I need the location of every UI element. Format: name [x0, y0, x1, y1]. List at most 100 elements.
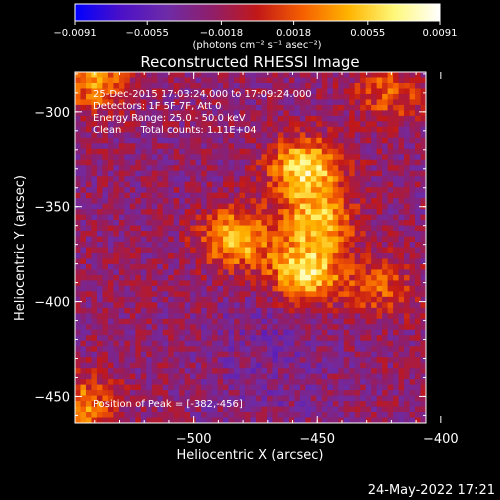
heatmap-cell	[85, 154, 92, 161]
heatmap-cell	[162, 181, 169, 188]
heatmap-cell	[349, 247, 356, 254]
heatmap-cell	[310, 318, 317, 325]
heatmap-cell	[305, 263, 312, 270]
heatmap-cell	[80, 82, 87, 89]
heatmap-cell	[415, 77, 421, 84]
heatmap-cell	[151, 181, 158, 188]
heatmap-cell	[332, 346, 339, 353]
heatmap-cell	[91, 225, 98, 232]
heatmap-cell	[135, 121, 142, 128]
heatmap-cell	[201, 220, 208, 226]
heatmap-cell	[118, 99, 125, 106]
heatmap-cell	[223, 269, 229, 276]
heatmap-cell	[371, 406, 378, 413]
heatmap-cell	[151, 318, 158, 325]
heatmap-cell	[382, 313, 389, 320]
heatmap-cell	[124, 258, 131, 265]
heatmap-cell	[129, 351, 136, 358]
heatmap-cell	[420, 176, 426, 183]
heatmap-cell	[343, 302, 350, 309]
heatmap-cell	[387, 379, 394, 386]
heatmap-cell	[349, 280, 356, 287]
heatmap-cell	[404, 274, 410, 281]
heatmap-cell	[266, 247, 273, 254]
heatmap-cell	[140, 340, 147, 347]
heatmap-cell	[360, 77, 367, 84]
heatmap-cell	[376, 126, 383, 133]
heatmap-cell	[190, 296, 197, 303]
heatmap-cell	[316, 143, 323, 150]
heatmap-cell	[371, 242, 378, 248]
heatmap-cell	[294, 159, 301, 166]
heatmap-cell	[255, 274, 262, 281]
heatmap-cell	[91, 247, 98, 254]
heatmap-cell	[190, 302, 197, 309]
heatmap-cell	[305, 291, 312, 298]
heatmap-cell	[217, 384, 224, 391]
heatmap-cell	[261, 247, 268, 254]
heatmap-cell	[146, 176, 153, 183]
heatmap-cell	[75, 115, 81, 122]
heatmap-cell	[360, 198, 367, 205]
heatmap-cell	[190, 104, 197, 111]
heatmap-cell	[332, 154, 339, 161]
heatmap-cell	[190, 170, 197, 177]
heatmap-cell	[212, 242, 218, 248]
heatmap-cell	[140, 357, 147, 364]
heatmap-cell	[118, 285, 125, 292]
heatmap-cell	[250, 121, 257, 128]
heatmap-cell	[255, 252, 262, 259]
heatmap-cell	[365, 82, 372, 89]
heatmap-cell	[321, 88, 328, 95]
heatmap-cell	[146, 291, 153, 298]
heatmap-cell	[146, 82, 153, 89]
heatmap-cell	[365, 274, 372, 281]
heatmap-cell	[223, 214, 229, 221]
heatmap-cell	[102, 203, 109, 210]
heatmap-cell	[266, 307, 273, 314]
heatmap-cell	[96, 176, 103, 183]
heatmap-cell	[310, 362, 317, 369]
heatmap-cell	[409, 302, 416, 309]
heatmap-cell	[179, 351, 186, 358]
heatmap-cell	[168, 209, 175, 215]
heatmap-cell	[261, 302, 268, 309]
heatmap-cell	[283, 390, 290, 396]
heatmap-cell	[91, 154, 98, 161]
heatmap-cell	[135, 209, 142, 215]
heatmap-cell	[107, 280, 114, 287]
heatmap-cell	[371, 77, 378, 84]
heatmap-cell	[360, 395, 367, 402]
heatmap-cell	[338, 115, 345, 122]
heatmap-cell	[420, 274, 426, 281]
heatmap-cell	[168, 198, 175, 205]
heatmap-cell	[107, 165, 114, 172]
heatmap-cell	[343, 148, 350, 155]
heatmap-cell	[316, 362, 323, 369]
heatmap-cell	[184, 318, 191, 325]
heatmap-cell	[420, 373, 426, 380]
heatmap-cell	[294, 148, 301, 155]
heatmap-cell	[107, 176, 114, 183]
heatmap-cell	[398, 412, 405, 418]
heatmap-cell	[113, 269, 120, 276]
heatmap-cell	[190, 154, 197, 161]
heatmap-cell	[206, 187, 213, 194]
heatmap-cell	[365, 302, 372, 309]
heatmap-cell	[91, 362, 98, 369]
heatmap-cell	[184, 231, 191, 237]
heatmap-cell	[299, 384, 306, 391]
heatmap-cell	[310, 110, 317, 117]
heatmap-cell	[360, 302, 367, 309]
heatmap-cell	[217, 379, 224, 386]
heatmap-cell	[107, 406, 114, 413]
heatmap-cell	[316, 307, 323, 314]
heatmap-cell	[338, 340, 345, 347]
heatmap-cell	[338, 313, 345, 320]
heatmap-cell	[102, 318, 109, 325]
heatmap-cell	[206, 115, 213, 122]
heatmap-cell	[288, 176, 295, 183]
heatmap-cell	[365, 209, 372, 215]
heatmap-cell	[404, 154, 410, 161]
